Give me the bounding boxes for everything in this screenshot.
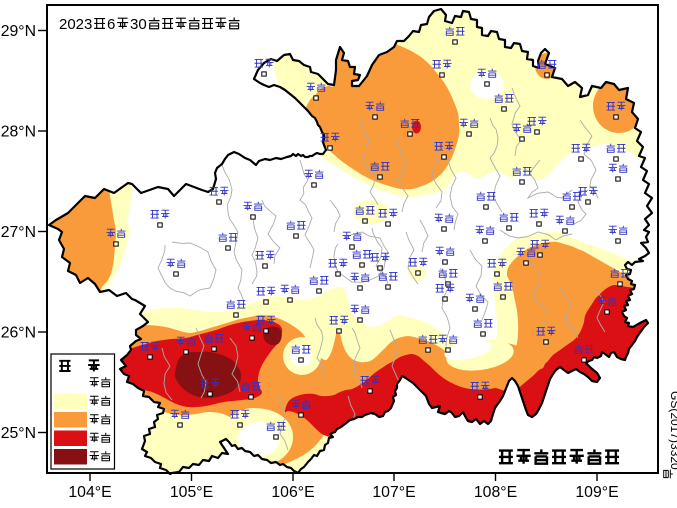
svg-text:25°N: 25°N <box>1 425 36 442</box>
svg-text:109°E: 109°E <box>575 484 618 501</box>
svg-text:105°E: 105°E <box>170 484 213 501</box>
svg-text:107°E: 107°E <box>372 484 415 501</box>
svg-text:29°N: 29°N <box>1 23 36 40</box>
svg-text:2023: 2023 <box>59 16 92 33</box>
svg-text:106°E: 106°E <box>271 484 314 501</box>
svg-text:GS(2017)3320: GS(2017)3320 <box>668 391 677 470</box>
svg-text:104°E: 104°E <box>68 484 111 501</box>
svg-text:6: 6 <box>107 16 115 33</box>
svg-text:108°E: 108°E <box>474 484 517 501</box>
svg-text:27°N: 27°N <box>1 224 36 241</box>
svg-text:30: 30 <box>130 16 147 33</box>
svg-text:28°N: 28°N <box>1 124 36 141</box>
svg-text:26°N: 26°N <box>1 325 36 342</box>
